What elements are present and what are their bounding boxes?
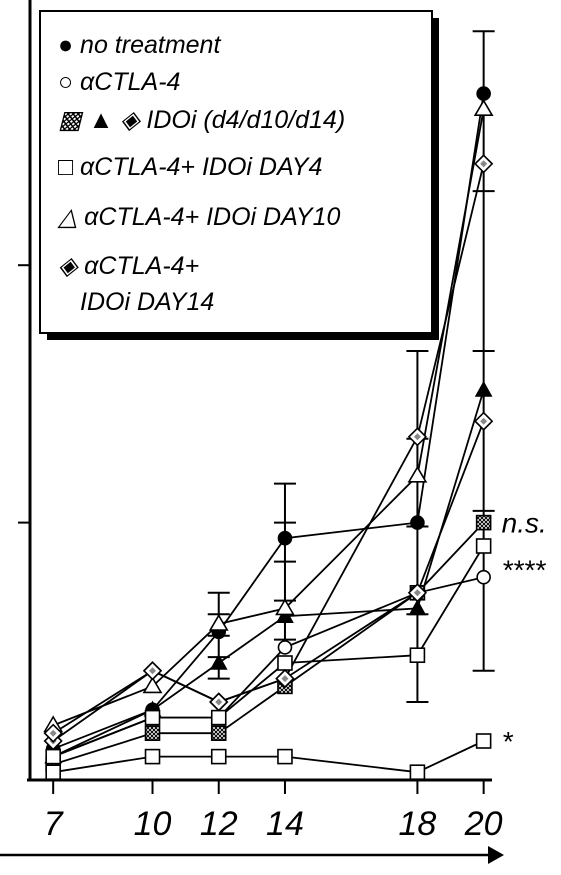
marker-s2-1	[144, 725, 161, 742]
series-line-8	[52, 420, 485, 734]
marker-s7-5	[473, 99, 494, 116]
marker-s2-2	[210, 725, 227, 742]
marker-s3-5	[474, 380, 493, 397]
marker-s1-3	[277, 640, 293, 655]
legend-entry-5: ◈ αCTLA-4+	[58, 252, 199, 280]
marker-s8-1	[142, 661, 163, 681]
marker-s2-5	[475, 514, 492, 531]
series-line-0	[52, 93, 485, 750]
marker-s3-4	[408, 599, 427, 616]
series-line-5	[53, 740, 485, 774]
annotation-1: ****	[502, 554, 547, 585]
marker-s5-3	[277, 748, 293, 765]
x-tick-label: 12	[200, 805, 238, 843]
marker-s8-4	[407, 583, 428, 603]
marker-s4-5	[474, 154, 494, 174]
marker-s3-3	[276, 607, 294, 623]
marker-s1-5	[476, 569, 491, 585]
annotation-0: n.s.	[502, 508, 547, 539]
x-tick-label: 20	[464, 805, 503, 843]
marker-s7-2	[208, 613, 229, 631]
marker-s4-4	[407, 427, 428, 447]
marker-s0-4	[410, 515, 425, 530]
annotation-2: *	[502, 726, 514, 757]
annotations: n.s.*****	[502, 508, 547, 757]
legend: ● no treatment ○ αCTLA-4 ▩ ▲ ◈ IDOi (d4/…	[39, 10, 439, 340]
legend-entry-3: □ αCTLA-4+ IDOi DAY4	[58, 153, 322, 181]
marker-s8-5	[474, 411, 494, 431]
marker-s5-2	[210, 748, 227, 765]
series-lines	[52, 93, 485, 774]
marker-s4-5-inner	[480, 160, 488, 168]
marker-s8-3-inner	[281, 675, 289, 683]
legend-entry-1: ○ αCTLA-4	[58, 68, 180, 96]
marker-s5-1	[144, 748, 161, 765]
x-tick-labels: 7 10 12 14 18 20	[44, 805, 503, 843]
error-bar	[472, 30, 495, 672]
marker-s7-4	[407, 465, 428, 483]
x-tick-label: 10	[134, 805, 172, 843]
legend-entry-6: IDOi DAY14	[80, 288, 214, 316]
series-line-2	[52, 521, 485, 766]
series-line-7	[52, 109, 485, 727]
marker-s6-0	[45, 748, 61, 765]
x-tick-label: 7	[44, 805, 64, 843]
marker-s6-4	[409, 647, 426, 664]
marker-s8-3	[275, 668, 295, 689]
marker-s8-0-inner	[49, 729, 57, 737]
marker-s0-5	[476, 86, 491, 101]
x-tick-label: 14	[266, 805, 304, 843]
x-tick-label: 18	[399, 805, 437, 843]
series-line-3	[52, 389, 485, 758]
marker-s8-0	[43, 723, 63, 743]
marker-s6-3	[277, 655, 293, 671]
marker-s5-4	[409, 764, 426, 781]
legend-entry-4: △ αCTLA-4+ IDOi DAY10	[57, 203, 341, 231]
legend-entry-2: ▩ ▲ ◈ IDOi (d4/d10/d14)	[58, 106, 345, 134]
marker-s4-4-inner	[413, 433, 421, 441]
series-markers	[43, 86, 494, 781]
marker-s6-5	[475, 538, 492, 554]
marker-s8-2-inner	[215, 698, 223, 706]
marker-s6-2	[210, 709, 227, 726]
marker-s7-1	[142, 676, 163, 694]
legend-entry-0: ● no treatment	[58, 31, 221, 59]
marker-s5-0	[45, 764, 61, 781]
marker-s8-1-inner	[149, 667, 157, 675]
marker-s8-4-inner	[413, 589, 421, 597]
marker-s5-5	[475, 733, 492, 749]
marker-s6-1	[144, 709, 161, 726]
marker-s0-3	[277, 530, 293, 546]
marker-s7-3	[275, 598, 295, 616]
time-arrow-head	[488, 846, 504, 864]
marker-s8-2	[209, 692, 229, 712]
marker-s3-2	[209, 653, 228, 670]
marker-s8-5-inner	[480, 417, 488, 425]
legend-box	[39, 10, 433, 334]
